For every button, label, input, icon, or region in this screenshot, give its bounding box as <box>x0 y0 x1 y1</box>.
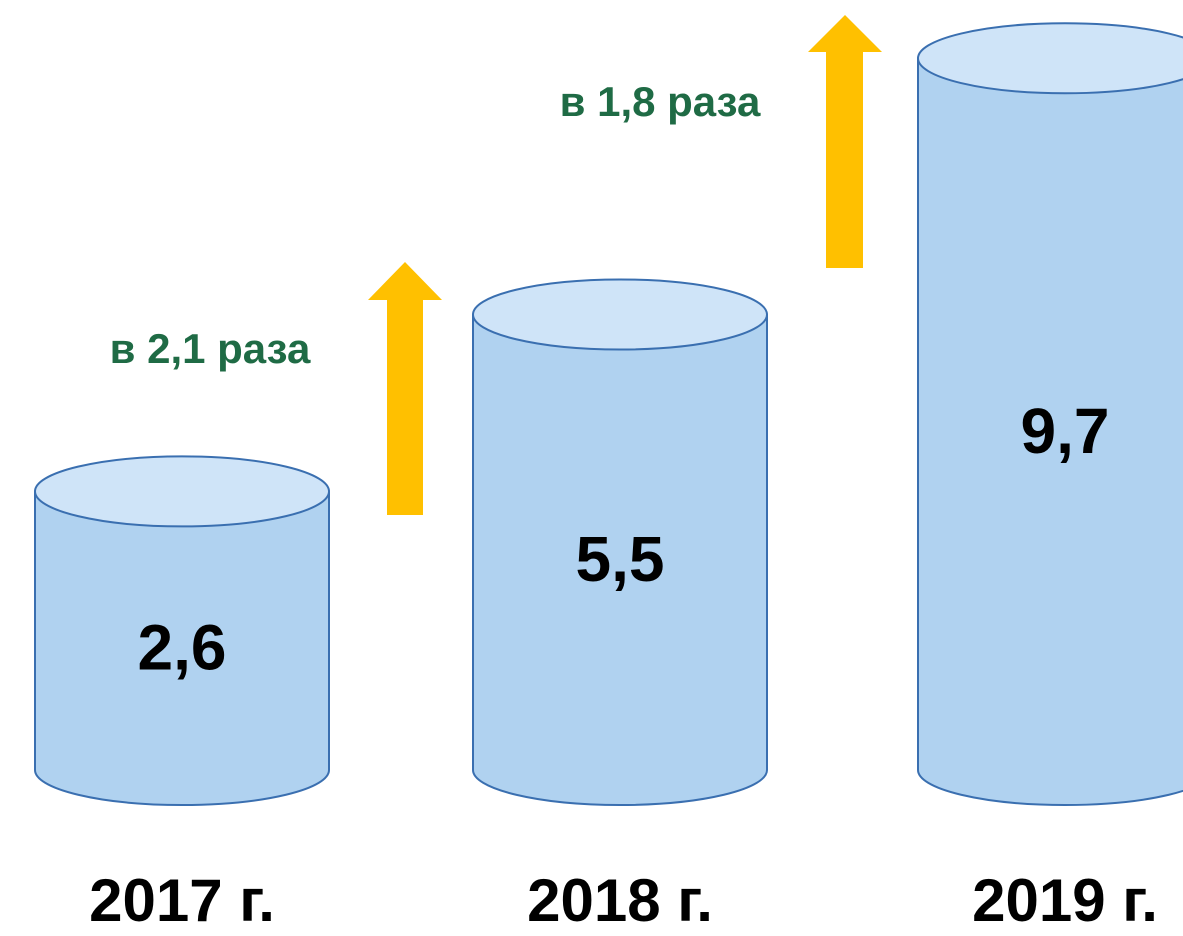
cylinder <box>917 22 1183 806</box>
x-tick-label: 2018 г. <box>527 867 713 934</box>
cylinder-top <box>917 22 1183 95</box>
value-label: 9,7 <box>1021 395 1110 467</box>
value-label: 5,5 <box>576 523 665 595</box>
value-label: 2,6 <box>138 612 227 684</box>
cylinder-body <box>917 57 1183 806</box>
cylinder-body <box>472 313 768 806</box>
annotation: в 2,1 раза <box>110 325 311 372</box>
cylinder-top <box>34 455 330 528</box>
x-tick-label: 2019 г. <box>972 867 1158 934</box>
cylinder-body <box>34 490 330 806</box>
x-tick-label: 2017 г. <box>89 867 275 934</box>
annotation: в 1,8 раза <box>560 78 761 125</box>
cylinder <box>472 278 768 806</box>
growth-arrow <box>368 262 442 515</box>
cylinder-top <box>472 278 768 351</box>
cylinder <box>34 455 330 806</box>
growth-arrow <box>808 15 882 268</box>
